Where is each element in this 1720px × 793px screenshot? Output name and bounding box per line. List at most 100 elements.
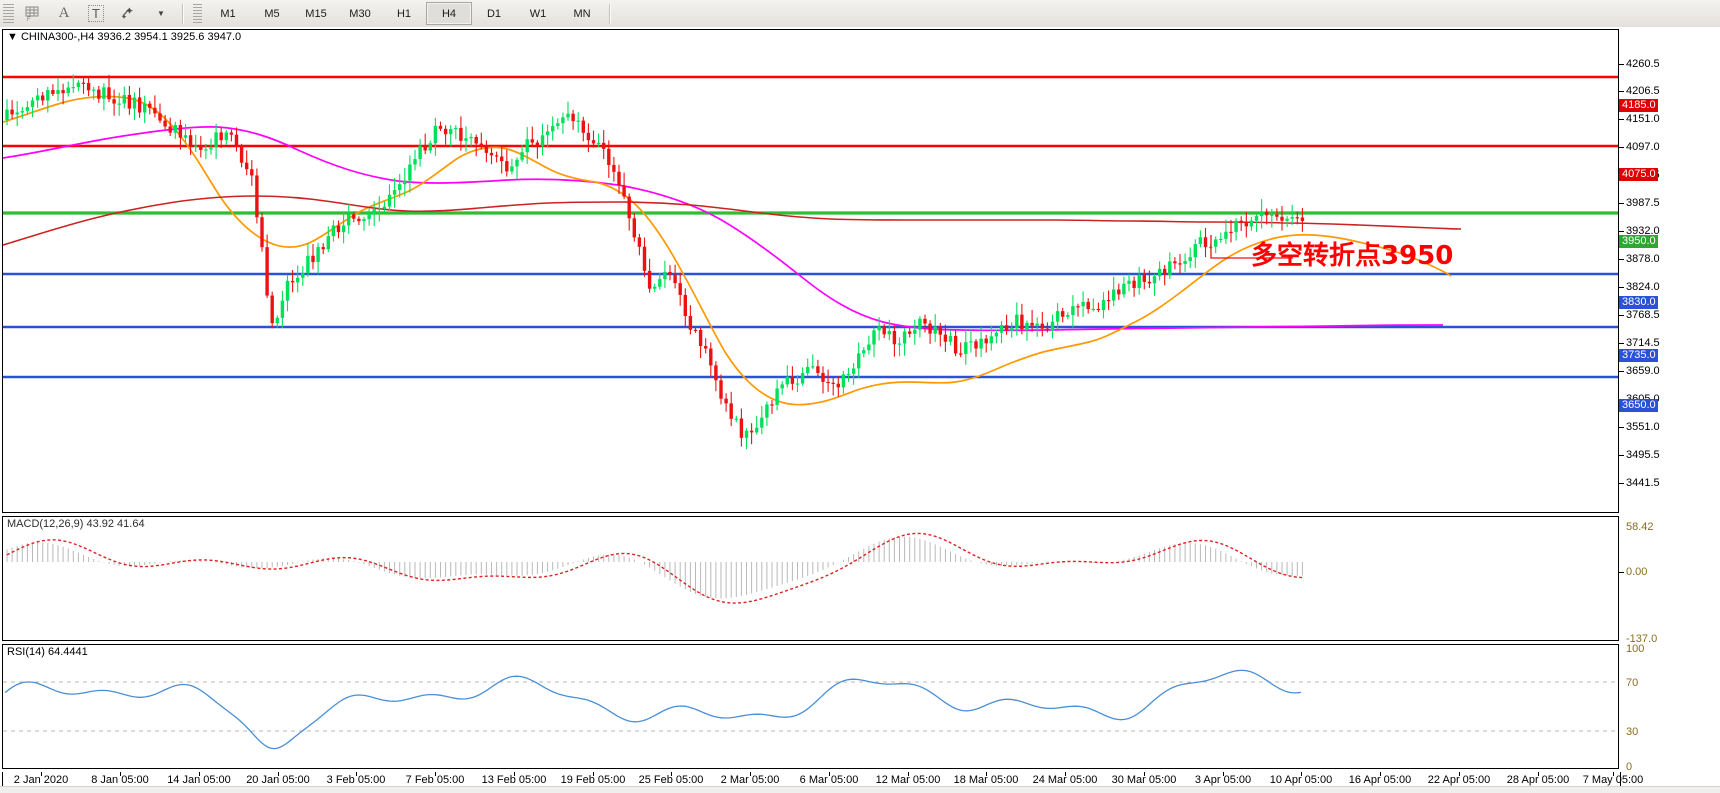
price-tick: 4151.0 (1619, 113, 1660, 125)
time-axis-label: 6 Mar 05:00 (799, 774, 859, 786)
time-tick (199, 772, 200, 776)
grid-template-icon[interactable]: F (16, 3, 48, 25)
time-tick (41, 772, 42, 776)
price-tick: 4260.5 (1619, 58, 1660, 70)
time-tick (1613, 772, 1614, 776)
time-axis-label: 2 Mar 05:00 (720, 774, 780, 786)
price-tick: 3659.0 (1619, 365, 1660, 377)
chart-title: CHINA300-,H4 3936.2 3954.1 3925.6 3947.0 (20, 31, 242, 43)
time-tick (1223, 772, 1224, 776)
timeframe-m5[interactable]: M5 (264, 7, 280, 20)
main-toolbar: F A T ▼ M1 M5 M15 M30 H1 H4 D1 W1 MN (0, 0, 1720, 28)
time-axis-label: 18 Mar 05:00 (953, 774, 1019, 786)
price-tick: 3987.5 (1619, 197, 1660, 209)
rsi-tick: 100 (1626, 643, 1645, 655)
time-tick (1380, 772, 1381, 776)
time-axis-label: 25 Feb 05:00 (638, 774, 704, 786)
price-level-badge-resistance[interactable]: 4075.0 (1619, 168, 1658, 181)
time-tick (1301, 772, 1302, 776)
macd-tick: 0.00 (1619, 566, 1647, 578)
symbol-title-bar[interactable]: ▼ CHINA300-,H4 3936.2 3954.1 3925.6 3947… (7, 31, 241, 43)
text-label-icon[interactable]: T (80, 3, 112, 25)
price-pane[interactable]: ▼ CHINA300-,H4 3936.2 3954.1 3925.6 3947… (2, 29, 1619, 513)
rsi-pane[interactable]: RSI(14) 64.4441 (2, 644, 1619, 769)
time-axis-label: 3 Feb 05:00 (326, 774, 386, 786)
chart-annotation-text: 多空转折点3950 (1251, 241, 1454, 271)
toolbar-drag-handle[interactable] (3, 3, 14, 24)
price-level-badge-pivot[interactable]: 3950.0 (1619, 235, 1658, 248)
price-level-badge-support[interactable]: 3650.0 (1619, 399, 1658, 412)
time-axis-label: 3 Apr 05:00 (1194, 774, 1252, 786)
time-axis-label: 13 Feb 05:00 (481, 774, 547, 786)
time-axis-label: 7 Feb 05:00 (405, 774, 465, 786)
time-tick (1459, 772, 1460, 776)
time-tick (435, 772, 436, 776)
time-tick (986, 772, 987, 776)
rsi-tick: 70 (1626, 677, 1639, 689)
timeframe-m1[interactable]: M1 (220, 7, 236, 20)
toolbar-separator-end (609, 3, 611, 24)
chevron-down-icon[interactable]: ▼ (157, 9, 165, 18)
macd-tick: 58.42 (1626, 521, 1654, 533)
objects-icon[interactable] (112, 3, 144, 25)
price-scale[interactable]: 4260.54206.54151.04097.04041.53987.53932… (1619, 27, 1720, 793)
chart-area[interactable]: ▼ CHINA300-,H4 3936.2 3954.1 3925.6 3947… (0, 27, 1720, 793)
time-axis-label: 20 Jan 05:00 (246, 774, 310, 786)
price-tick: 3441.5 (1619, 477, 1660, 489)
time-axis-label: 10 Apr 05:00 (1269, 774, 1333, 786)
time-axis-label: 19 Feb 05:00 (560, 774, 626, 786)
time-axis-label: 16 Apr 05:00 (1348, 774, 1412, 786)
macd-plot (6, 532, 1303, 604)
price-tick: 3495.5 (1619, 449, 1660, 461)
timeframe-h1[interactable]: H1 (396, 7, 412, 20)
time-axis-label: 14 Jan 05:00 (167, 774, 231, 786)
price-tick: 3768.5 (1619, 309, 1660, 321)
macd-indicator-label[interactable]: MACD(12,26,9) 43.92 41.64 (7, 518, 145, 530)
timeframe-w1[interactable]: W1 (529, 7, 547, 20)
time-axis-label: 30 Mar 05:00 (1111, 774, 1177, 786)
timeframe-d1[interactable]: D1 (486, 7, 502, 20)
rsi-plot (3, 669, 1618, 750)
timeframe-h4[interactable]: H4 (426, 2, 472, 25)
timeframe-m30[interactable]: M30 (349, 7, 371, 20)
price-tick: 4206.5 (1619, 85, 1660, 97)
time-tick (1538, 772, 1539, 776)
timeframe-m15[interactable]: M15 (305, 7, 327, 20)
time-axis-label: 22 Apr 05:00 (1427, 774, 1491, 786)
rsi-indicator-label[interactable]: RSI(14) 64.4441 (7, 646, 88, 658)
timeframe-mn[interactable]: MN (573, 7, 591, 20)
price-tick: 3551.0 (1619, 421, 1660, 433)
time-tick (278, 772, 279, 776)
macd-pane[interactable]: MACD(12,26,9) 43.92 41.64 (2, 516, 1619, 641)
time-axis-label: 24 Mar 05:00 (1032, 774, 1098, 786)
time-axis-label: 8 Jan 05:00 (91, 774, 149, 786)
price-tick: 3932.0 (1619, 225, 1660, 237)
time-axis-label: 12 Mar 05:00 (875, 774, 941, 786)
price-level-badge-support[interactable]: 3735.0 (1619, 349, 1658, 362)
status-bar (0, 786, 1720, 793)
rsi-tick: 30 (1626, 726, 1639, 738)
toolbar-separator (182, 3, 184, 24)
price-plot (3, 74, 1618, 450)
time-tick (671, 772, 672, 776)
macd-tick: -137.0 (1626, 633, 1658, 645)
rsi-tick: 0 (1626, 761, 1633, 773)
timeframe-drag-handle[interactable] (193, 3, 202, 24)
text-tool-icon[interactable]: A (58, 5, 70, 21)
time-tick (120, 772, 121, 776)
time-tick (1144, 772, 1145, 776)
price-tick: 4097.0 (1619, 141, 1660, 153)
collapse-icon[interactable]: ▼ (7, 31, 18, 43)
time-tick (908, 772, 909, 776)
price-tick: 3878.0 (1619, 253, 1660, 265)
price-level-badge-resistance[interactable]: 4185.0 (1619, 99, 1658, 112)
time-tick (829, 772, 830, 776)
svg-text:F: F (27, 17, 31, 21)
time-axis-label: 7 May 05:00 (1582, 774, 1644, 786)
time-tick (750, 772, 751, 776)
time-tick (593, 772, 594, 776)
time-axis-label: 2 Jan 2020 (13, 774, 69, 786)
price-level-badge-support[interactable]: 3830.0 (1619, 296, 1658, 309)
time-axis-label: 28 Apr 05:00 (1506, 774, 1570, 786)
